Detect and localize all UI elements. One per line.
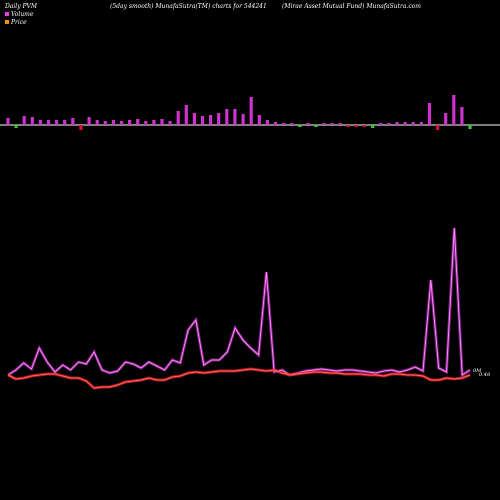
volume-line-glow xyxy=(7,227,471,378)
volume-bar xyxy=(152,120,156,125)
volume-bar xyxy=(111,120,115,125)
volume-bar xyxy=(444,113,448,125)
volume-bar xyxy=(411,122,415,125)
volume-bar xyxy=(71,118,75,125)
volume-bar xyxy=(6,118,10,125)
legend-price-label: Price xyxy=(10,19,27,26)
volume-bar xyxy=(273,122,278,125)
volume-bar xyxy=(233,109,237,125)
volume-bar xyxy=(217,113,221,125)
volume-bar xyxy=(14,125,18,128)
volume-bar xyxy=(184,105,188,125)
volume-bar xyxy=(103,121,107,125)
volume-bar xyxy=(119,121,124,125)
volume-bar xyxy=(354,125,359,127)
volume-bar xyxy=(468,125,472,129)
volume-bar xyxy=(298,125,302,127)
volume-bar xyxy=(436,125,440,130)
volume-bar xyxy=(144,121,148,125)
volume-bar xyxy=(176,111,180,125)
volume-bar xyxy=(249,97,253,125)
volume-bar xyxy=(200,116,205,125)
volume-bar xyxy=(282,123,286,125)
volume-bar xyxy=(306,123,310,125)
volume-bar xyxy=(241,114,245,125)
volume-bar xyxy=(322,123,326,125)
volume-bar xyxy=(128,120,132,125)
volume-bar xyxy=(290,123,294,125)
volume-bar xyxy=(427,103,432,125)
volume-bar xyxy=(452,95,456,125)
volume-bar xyxy=(379,123,383,125)
end-label-price: 0.48 xyxy=(479,372,490,378)
volume-bars xyxy=(6,95,472,130)
volume-bar xyxy=(22,116,26,125)
chart-title-center: (5day smooth) MunafaSutra(TM) charts for… xyxy=(110,3,267,10)
volume-bar xyxy=(346,125,350,127)
volume-bar xyxy=(403,122,407,125)
volume-bar xyxy=(225,109,229,125)
volume-bar xyxy=(314,125,318,127)
volume-bar xyxy=(209,115,213,125)
volume-bar xyxy=(419,122,423,125)
volume-bar xyxy=(395,122,399,125)
legend-price-swatch xyxy=(5,20,9,24)
volume-bar xyxy=(30,117,34,125)
volume-bar xyxy=(363,125,367,127)
volume-bar xyxy=(257,115,261,125)
volume-bar xyxy=(136,119,140,125)
end-label-volume: 0M xyxy=(473,368,482,374)
volume-bar xyxy=(38,120,42,125)
volume-bar xyxy=(265,120,269,125)
chart-title-right: (Mirae Asset Mutual Fund) MunafaSutra.co… xyxy=(282,3,421,10)
price-line xyxy=(7,368,471,389)
volume-bar xyxy=(192,113,196,125)
legend-volume-label: Volume xyxy=(11,11,34,18)
chart-title-left: Daily PVM xyxy=(4,3,38,10)
volume-bar xyxy=(330,123,334,125)
volume-bar xyxy=(168,121,172,125)
legend-volume-swatch xyxy=(5,12,9,16)
volume-bar xyxy=(338,123,342,125)
volume-bar xyxy=(387,123,391,125)
volume-bar xyxy=(87,117,91,125)
volume-bar xyxy=(460,107,464,125)
volume-bar xyxy=(160,119,164,125)
volume-bar xyxy=(46,120,51,125)
volume-bar xyxy=(55,120,59,125)
volume-line xyxy=(7,227,471,376)
volume-bar xyxy=(79,125,83,130)
volume-bar xyxy=(63,120,67,125)
volume-bar xyxy=(95,120,99,125)
volume-bar xyxy=(371,125,375,128)
